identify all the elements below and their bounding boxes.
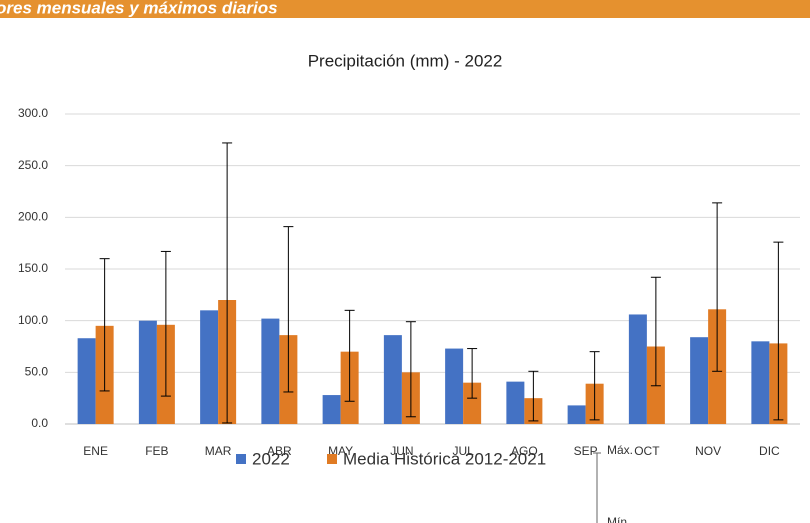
- x-tick-label: MAR: [205, 444, 232, 458]
- x-tick-label: DIC: [759, 444, 780, 458]
- x-tick-label: NOV: [695, 444, 721, 458]
- legend-label: Media Histórica 2012-2021: [343, 449, 546, 468]
- bar: [200, 310, 219, 424]
- legend-swatch: [327, 454, 337, 464]
- y-tick-label: 50.0: [25, 365, 49, 379]
- header-band: [0, 0, 810, 18]
- bar: [690, 337, 709, 424]
- y-tick-label: 300.0: [18, 106, 48, 120]
- bar: [628, 314, 647, 424]
- legend-label: 2022: [252, 449, 290, 468]
- bar: [322, 395, 341, 424]
- x-tick-label: OCT: [634, 444, 660, 458]
- x-tick-label: JUN: [390, 444, 413, 458]
- x-tick-label: FEB: [145, 444, 168, 458]
- error-legend-max: Máx.: [607, 443, 633, 457]
- bar: [77, 338, 96, 424]
- y-tick-label: 200.0: [18, 210, 48, 224]
- y-tick-label: 250.0: [18, 158, 48, 172]
- x-tick-label: ENE: [83, 444, 108, 458]
- bar: [751, 341, 770, 424]
- bar: [463, 382, 482, 424]
- x-tick-label: SEP: [574, 444, 598, 458]
- y-tick-label: 150.0: [18, 261, 48, 275]
- legend-swatch: [236, 454, 246, 464]
- bar: [506, 381, 525, 424]
- header-title: ores mensuales y máximos diarios: [0, 0, 278, 17]
- y-tick-label: 0.0: [31, 416, 48, 430]
- y-tick-label: 100.0: [18, 313, 48, 327]
- bar: [567, 405, 586, 424]
- bar: [445, 348, 464, 424]
- bar: [383, 335, 402, 424]
- x-tick-label: AGO: [511, 444, 538, 458]
- x-tick-label: ABR: [267, 444, 292, 458]
- bar: [261, 318, 280, 424]
- error-legend-min: Mín.: [607, 515, 630, 523]
- bar: [138, 320, 157, 424]
- x-tick-label: JUL: [452, 444, 474, 458]
- chart-title: Precipitación (mm) - 2022: [308, 51, 503, 70]
